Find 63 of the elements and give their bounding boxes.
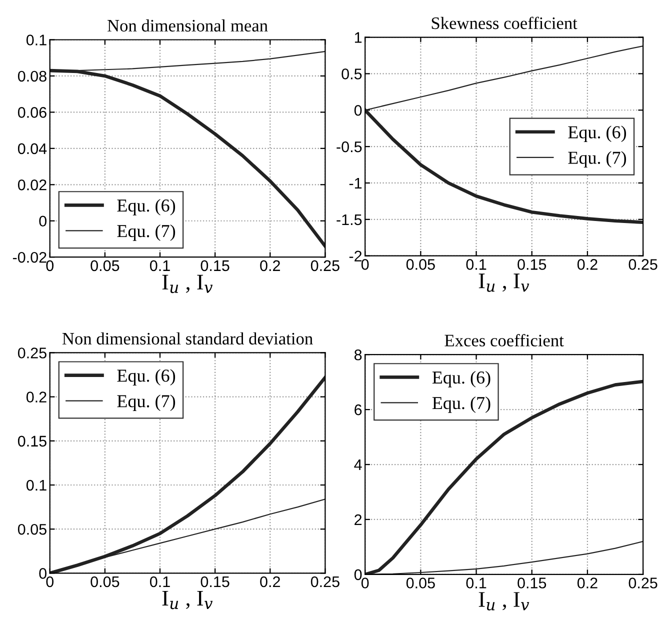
y-tick-label: -2: [349, 250, 362, 262]
y-tick-label: 2: [354, 514, 362, 525]
legend-label: Equ. (7): [117, 224, 176, 241]
y-tick-label: 0.25: [18, 348, 46, 358]
y-tick-label: 0.06: [18, 107, 46, 118]
x-tick-label: 0.1: [150, 576, 170, 588]
x-tick-label: 0.25: [628, 259, 658, 270]
x-tick-label: 0.1: [466, 578, 486, 588]
x-tick-label: 0.1: [150, 260, 170, 272]
y-tick-label: 0: [39, 216, 46, 227]
chart-title: Non dimensional standard deviation: [62, 332, 313, 345]
x-tick-label: 0.2: [577, 578, 598, 588]
x-axis-title: I$_{u}$ , I$_{v}$: [478, 592, 530, 610]
x-tick-label: 0.05: [406, 259, 435, 270]
x-axis-title: I$_{u}$ , I$_{v}$: [478, 274, 530, 292]
legend-label: Equ. (6): [117, 369, 176, 386]
x-tick-label: 0.25: [310, 260, 340, 272]
x-tick-label: 0.05: [90, 260, 120, 272]
y-tick-label: 0.04: [18, 143, 47, 154]
chart-title: Skewness coefficient: [432, 16, 578, 30]
x-tick-label: 0.15: [200, 576, 230, 588]
legend-label: Equ. (7): [117, 394, 176, 411]
y-tick-label: 0.1: [26, 34, 46, 46]
y-tick-label: 0.1: [26, 480, 46, 491]
chart-title: Non dimensional mean: [108, 19, 268, 32]
x-tick-label: 0.2: [260, 260, 280, 272]
x-tick-label: 0.05: [90, 576, 120, 588]
x-tick-label: 0.15: [518, 259, 546, 270]
y-tick-label: 0: [39, 568, 46, 579]
x-tick-label: 0.25: [628, 578, 658, 588]
x-axis-title: I$_{u}$ , I$_{v}$: [162, 274, 213, 294]
y-tick-label: -0.02: [12, 252, 46, 263]
legend-label: Equ. (6): [432, 370, 490, 388]
x-tick-label: 0.2: [577, 259, 598, 270]
x-tick-label: 0: [46, 260, 54, 272]
legend-label: Equ. (7): [432, 396, 490, 413]
y-tick-label: 0.15: [18, 436, 46, 447]
x-tick-label: 0.1: [466, 259, 486, 270]
y-tick-label: -1.5: [336, 214, 362, 226]
y-tick-label: 0.2: [26, 392, 46, 403]
y-tick-label: 0.02: [18, 180, 46, 190]
y-tick-label: 0: [354, 569, 362, 580]
y-tick-label: -1: [349, 178, 362, 189]
y-tick-label: 4: [354, 460, 362, 470]
legend-label: Equ. (6): [117, 198, 176, 216]
y-tick-label: 6: [354, 404, 362, 416]
x-tick-label: 0: [46, 576, 54, 588]
chart-title: Exces coefficient: [444, 334, 564, 346]
legend-label: Equ. (7): [568, 151, 626, 168]
y-tick-label: 0.05: [18, 524, 46, 535]
x-tick-label: 0.25: [310, 576, 340, 588]
y-tick-label: 1: [354, 32, 362, 43]
x-tick-label: 0.2: [260, 576, 280, 588]
legend-label: Equ. (6): [568, 126, 626, 142]
x-axis-title: I$_{u}$ , I$_{v}$: [162, 590, 213, 610]
y-tick-label: -0.5: [336, 141, 362, 152]
y-tick-label: 0.08: [18, 70, 46, 82]
y-tick-label: 8: [354, 349, 362, 360]
x-tick-label: 0.05: [406, 578, 435, 588]
y-tick-label: 0: [354, 104, 362, 116]
x-tick-label: 0.15: [518, 578, 546, 588]
x-tick-label: 0.15: [200, 260, 230, 272]
y-tick-label: 0.5: [342, 68, 362, 80]
